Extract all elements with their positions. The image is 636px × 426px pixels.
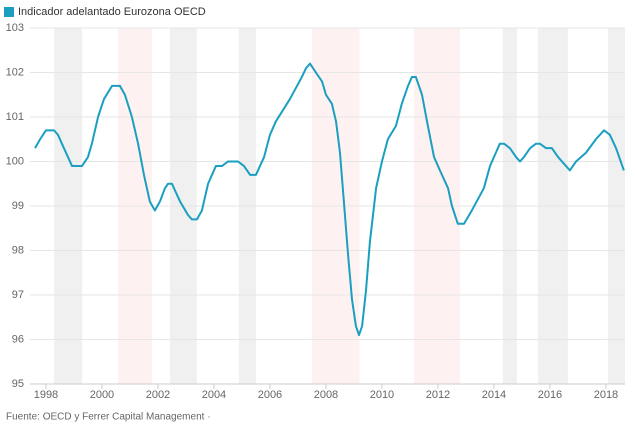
y-tick-label: 100 bbox=[6, 155, 24, 167]
y-tick-label: 99 bbox=[12, 200, 24, 212]
x-tick-label: 2010 bbox=[370, 389, 394, 401]
x-tick-label: 2000 bbox=[90, 389, 114, 401]
y-tick-label: 101 bbox=[6, 111, 24, 123]
legend-swatch bbox=[4, 7, 14, 17]
x-tick-label: 2008 bbox=[314, 389, 338, 401]
y-tick-label: 103 bbox=[6, 22, 24, 34]
legend-label: Indicador adelantado Eurozona OECD bbox=[18, 6, 206, 18]
y-tick-label: 96 bbox=[12, 333, 24, 345]
y-tick-label: 102 bbox=[6, 66, 24, 78]
x-tick-label: 2016 bbox=[538, 389, 562, 401]
x-tick-label: 2014 bbox=[482, 389, 506, 401]
x-tick-label: 2012 bbox=[426, 389, 450, 401]
source-note: Fuente: OECD y Ferrer Capital Management… bbox=[6, 412, 211, 423]
y-tick-label: 95 bbox=[12, 378, 24, 390]
y-tick-label: 98 bbox=[12, 244, 24, 256]
line-series bbox=[34, 62, 625, 337]
x-tick-label: 2018 bbox=[594, 389, 618, 401]
x-tick-label: 2006 bbox=[258, 389, 282, 401]
x-tick-label: 1998 bbox=[34, 389, 58, 401]
x-tick-label: 2004 bbox=[202, 389, 226, 401]
x-tick-label: 2002 bbox=[146, 389, 170, 401]
y-tick-label: 97 bbox=[12, 289, 24, 301]
